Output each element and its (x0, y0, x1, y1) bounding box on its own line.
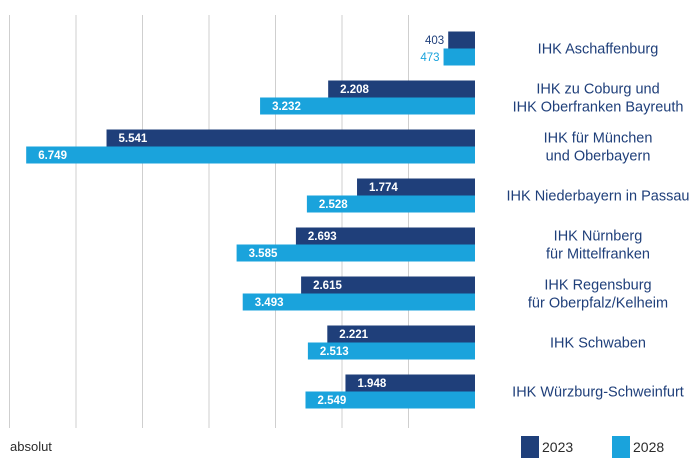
bar-2023 (328, 80, 475, 98)
bar-2023 (295, 227, 475, 245)
bar-2023 (345, 374, 475, 392)
category-label: für Oberpfalz/Kelheim (528, 296, 668, 312)
bar-2028 (307, 342, 475, 360)
category-label: IHK Regensburg (544, 278, 651, 294)
data-label-2023: 5.541 (119, 133, 148, 145)
data-label-2023: 403 (425, 35, 444, 47)
data-label-2028: 2.549 (317, 395, 346, 407)
category-label: und Oberbayern (546, 149, 651, 165)
category-label: IHK Schwaben (550, 336, 646, 352)
bars-group: 403 473 2.208 3.232 5.541 6.749 1.774 2.528 2.69… (26, 31, 476, 409)
data-label-2023: 2.615 (313, 280, 342, 292)
data-label-2028: 3.232 (272, 101, 301, 113)
legend-label-2028: 2028 (633, 439, 664, 455)
bar-2023 (357, 178, 475, 196)
legend-swatch-2023 (521, 436, 539, 458)
category-label: IHK Aschaffenburg (538, 42, 659, 58)
bar-2023 (106, 129, 475, 147)
category-label: IHK für München (544, 131, 653, 147)
category-label: IHK zu Coburg und (536, 82, 659, 98)
data-label-2023: 2.221 (339, 329, 368, 341)
data-label-2028: 6.749 (38, 150, 67, 162)
legend-swatch-2028 (612, 436, 630, 458)
bar-2028 (306, 195, 475, 213)
category-label: IHK Niederbayern in Passau (507, 189, 690, 205)
category-label: IHK Würzburg-Schweinfurt (512, 385, 684, 401)
data-label-2028: 3.493 (255, 297, 284, 309)
bar-2023 (448, 31, 475, 49)
data-label-2028: 3.585 (249, 248, 278, 260)
bar-2023 (301, 276, 475, 294)
legend: 2023 2028 (521, 436, 664, 458)
category-label: für Mittelfranken (546, 247, 650, 263)
bar-2028 (236, 244, 475, 262)
data-label-2023: 2.693 (308, 231, 337, 243)
data-label-2028: 473 (420, 52, 439, 64)
data-label-2028: 2.513 (320, 346, 349, 358)
data-label-2028: 2.528 (319, 199, 348, 211)
gridlines (9, 15, 409, 428)
bar-2028 (443, 48, 475, 66)
category-labels: IHK Aschaffenburg IHK zu Coburg und IHK Ob… (507, 42, 690, 401)
unit-label: absolut (10, 439, 52, 454)
legend-label-2023: 2023 (542, 439, 573, 455)
data-label-2023: 1.948 (357, 378, 386, 390)
data-label-2023: 2.208 (340, 84, 369, 96)
bar-2028 (260, 97, 475, 115)
bar-2023 (327, 325, 475, 343)
bar-2028 (305, 391, 475, 409)
bar-2028 (242, 293, 475, 311)
category-label: IHK Oberfranken Bayreuth (513, 100, 684, 116)
data-label-2023: 1.774 (369, 182, 398, 194)
bar-2028 (26, 146, 476, 164)
category-label: IHK Nürnberg (554, 229, 643, 245)
